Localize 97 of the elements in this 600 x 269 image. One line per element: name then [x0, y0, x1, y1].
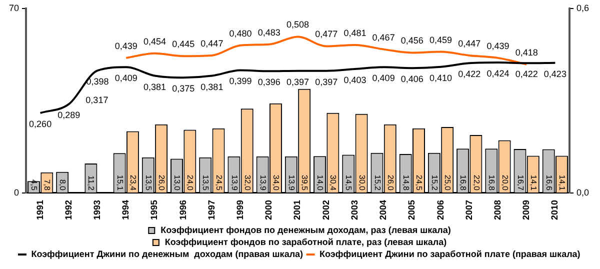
data-label: 20,0	[500, 174, 510, 192]
data-label: 30,0	[357, 174, 366, 192]
data-label: 0,456	[400, 36, 424, 46]
x-tick-label: 2000	[264, 200, 274, 220]
x-tick-label: 1999	[235, 200, 246, 220]
data-label: 14,1	[528, 174, 538, 192]
legend-label: Коэффициент Джини по денежным доходам (правая шкала)	[31, 248, 304, 259]
x-tick-label: 1996	[178, 200, 188, 220]
legend-label: Коэффициент фондов по заработной плате, раз (левая шкала)	[164, 236, 447, 247]
data-label: 0,445	[172, 39, 195, 50]
data-label: 14,1	[558, 174, 567, 192]
data-label: 23,4	[128, 174, 138, 192]
data-label: 0,409	[114, 73, 138, 84]
data-label: 14,8	[401, 174, 410, 192]
x-tick-label: 2006	[435, 200, 446, 220]
data-label: 0,418	[515, 47, 538, 58]
x-tick-label: 1994	[120, 200, 131, 220]
data-label: 0,410	[430, 72, 452, 83]
data-label: 24,5	[214, 174, 224, 192]
data-label: 0,447	[200, 38, 224, 48]
x-tick-label: 1992	[63, 200, 74, 220]
data-label: 4,5	[30, 179, 39, 192]
data-label: 0,422	[458, 69, 481, 80]
data-label: 0,375	[172, 84, 195, 94]
data-label: 32,0	[242, 174, 252, 192]
data-label: 24,0	[186, 174, 195, 192]
data-label: 0,439	[486, 40, 510, 51]
data-label: 34,0	[272, 174, 281, 192]
data-label: 16,6	[544, 174, 554, 192]
data-label: 13,5	[144, 174, 153, 192]
x-tick-label: 2010	[550, 200, 560, 220]
data-label: 16,8	[458, 174, 468, 192]
x-tick-label: 2009	[521, 200, 532, 220]
x-tick-label: 2004	[378, 200, 388, 220]
data-label: 7,8	[42, 179, 52, 192]
data-label: 0,480	[229, 28, 252, 38]
data-label: 0,424	[486, 68, 510, 79]
data-label: 26,0	[157, 174, 166, 192]
data-label: 13,9	[230, 174, 239, 192]
data-label: 0,447	[458, 38, 481, 48]
data-label: 15,2	[372, 174, 382, 192]
data-label: 0,454	[143, 36, 166, 46]
data-label: 8,0	[58, 179, 68, 192]
data-label: 30,4	[328, 174, 338, 192]
data-label: 25,0	[443, 174, 452, 192]
data-label: 0,396	[258, 77, 280, 88]
data-label: 0,439	[114, 40, 138, 51]
data-label: 0,409	[372, 73, 395, 84]
x-tick-label: 1995	[149, 200, 160, 220]
data-label: 26,0	[386, 174, 395, 192]
y2-tick-label: 0,0	[576, 187, 590, 198]
y-tick-label: 0	[14, 187, 20, 198]
data-label: 14,5	[344, 174, 354, 192]
x-tick-label: 2008	[492, 200, 502, 220]
data-label: 0,399	[229, 76, 252, 86]
legend-label: Коэффициент фондов по денежным доходам, раз (левая шкала)	[160, 224, 451, 235]
data-label: 0,381	[143, 82, 166, 92]
data-label: 16,8	[487, 174, 496, 192]
x-tick-label: 2003	[349, 200, 360, 220]
data-label: 13,0	[172, 174, 182, 192]
data-label: 22,0	[472, 174, 481, 192]
data-label: 0,508	[286, 20, 310, 30]
data-label: 0,397	[315, 76, 338, 87]
data-label: 0,481	[344, 28, 366, 38]
x-tick-label: 1993	[92, 200, 102, 220]
data-label: 0,477	[315, 29, 338, 40]
data-label: 15,2	[430, 174, 439, 192]
data-label: 0,403	[344, 74, 366, 85]
data-label: 15,1	[115, 174, 124, 192]
data-label: 0,422	[515, 69, 538, 80]
data-label: 0,381	[200, 82, 224, 92]
data-label: 16,7	[516, 174, 525, 192]
x-tick-label: 2007	[464, 200, 474, 220]
data-label: 0,397	[286, 76, 310, 87]
x-tick-label: 1991	[34, 200, 45, 220]
data-label: 13,5	[201, 174, 210, 192]
data-label: 13,9	[258, 174, 268, 192]
data-label: 0,483	[258, 27, 280, 38]
data-label: 0,406	[400, 74, 424, 84]
data-label: 24,5	[414, 174, 424, 192]
x-tick-label: 1997	[206, 200, 216, 220]
data-label: 0,467	[372, 32, 395, 42]
data-label: 0,423	[544, 68, 566, 79]
x-tick-label: 2002	[320, 200, 331, 220]
data-label: 11,2	[86, 175, 96, 192]
data-label: 0,260	[29, 118, 52, 129]
y-tick-label: 70	[8, 2, 20, 13]
data-label: 0,459	[430, 34, 452, 45]
x-tick-label: 2005	[406, 200, 417, 220]
data-label: 14,0	[316, 174, 325, 192]
legend-label: Коэффициент Джини по заработной плате (правая шкала)	[320, 248, 580, 259]
y2-tick-label: 0,6	[576, 2, 590, 13]
x-tick-label: 2001	[292, 200, 302, 220]
annotation: 0,317	[86, 95, 108, 106]
data-label: 39,5	[300, 174, 310, 192]
data-label: 0,289	[58, 110, 80, 120]
data-label: 13,9	[286, 174, 296, 192]
